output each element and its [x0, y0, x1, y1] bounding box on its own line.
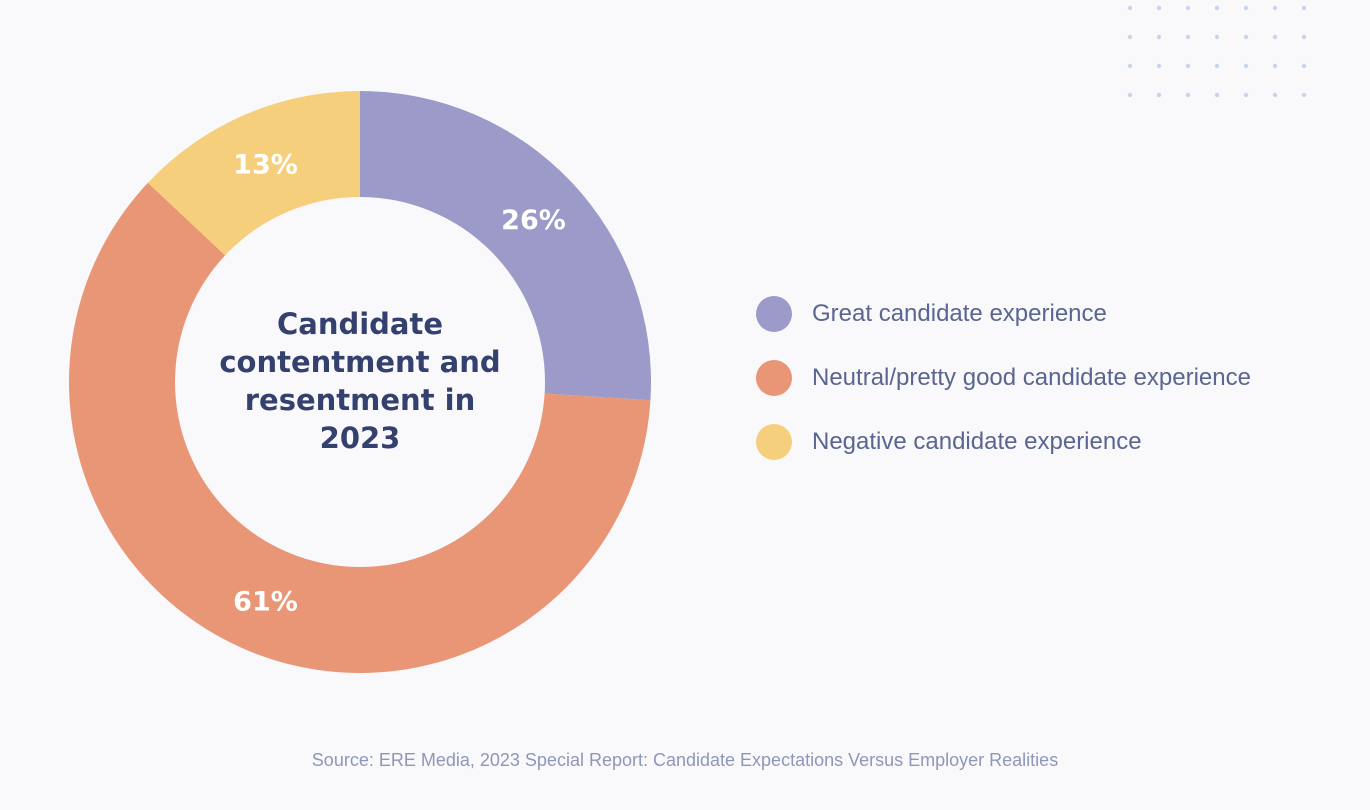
center-title-line-1: Candidate — [277, 307, 443, 341]
decorative-dot — [1272, 63, 1278, 69]
decorative-dot — [1127, 5, 1133, 11]
decorative-dot — [1185, 92, 1191, 98]
decorative-dot — [1243, 92, 1249, 98]
decorative-dot-grid — [1127, 5, 1307, 98]
decorative-dot — [1127, 34, 1133, 40]
legend-item-negative: Negative candidate experience — [756, 424, 1251, 460]
decorative-dot — [1301, 5, 1307, 11]
legend-swatch-negative — [756, 424, 792, 460]
center-title: Candidate contentment and resentment in … — [219, 307, 500, 455]
decorative-dot — [1272, 5, 1278, 11]
decorative-dot — [1301, 92, 1307, 98]
decorative-dot — [1127, 63, 1133, 69]
slice-labels: 26% 61% 13% — [233, 150, 566, 618]
source-note: Source: ERE Media, 2023 Special Report: … — [311, 750, 1059, 770]
legend-label-negative: Negative candidate experience — [812, 428, 1142, 455]
legend-swatch-neutral — [756, 360, 792, 396]
decorative-dot — [1272, 34, 1278, 40]
decorative-dot — [1243, 63, 1249, 69]
legend-item-neutral: Neutral/pretty good candidate experience — [756, 360, 1251, 396]
decorative-dot — [1243, 5, 1249, 11]
decorative-dot — [1185, 5, 1191, 11]
decorative-dot — [1156, 5, 1162, 11]
legend: Great candidate experience Neutral/prett… — [756, 296, 1251, 488]
slice-label-neutral: 61% — [233, 586, 298, 617]
decorative-dot — [1214, 34, 1220, 40]
legend-label-neutral: Neutral/pretty good candidate experience — [812, 364, 1251, 391]
legend-item-great: Great candidate experience — [756, 296, 1251, 332]
decorative-dot — [1127, 92, 1133, 98]
center-title-line-4: 2023 — [320, 421, 401, 455]
legend-swatch-great — [756, 296, 792, 332]
donut-hole — [175, 197, 545, 567]
center-title-line-3: resentment in — [245, 383, 476, 417]
legend-label-great: Great candidate experience — [812, 300, 1107, 327]
decorative-dot — [1185, 34, 1191, 40]
decorative-dot — [1156, 92, 1162, 98]
decorative-dot — [1214, 5, 1220, 11]
decorative-dot — [1301, 63, 1307, 69]
decorative-dot — [1185, 63, 1191, 69]
slice-label-great: 26% — [501, 205, 566, 236]
decorative-dot — [1156, 63, 1162, 69]
decorative-dot — [1243, 34, 1249, 40]
decorative-dot — [1156, 34, 1162, 40]
decorative-dot — [1214, 63, 1220, 69]
decorative-dot — [1214, 92, 1220, 98]
decorative-dot — [1272, 92, 1278, 98]
decorative-dot — [1301, 34, 1307, 40]
center-title-line-2: contentment and — [219, 345, 500, 379]
slice-label-negative: 13% — [233, 150, 298, 181]
